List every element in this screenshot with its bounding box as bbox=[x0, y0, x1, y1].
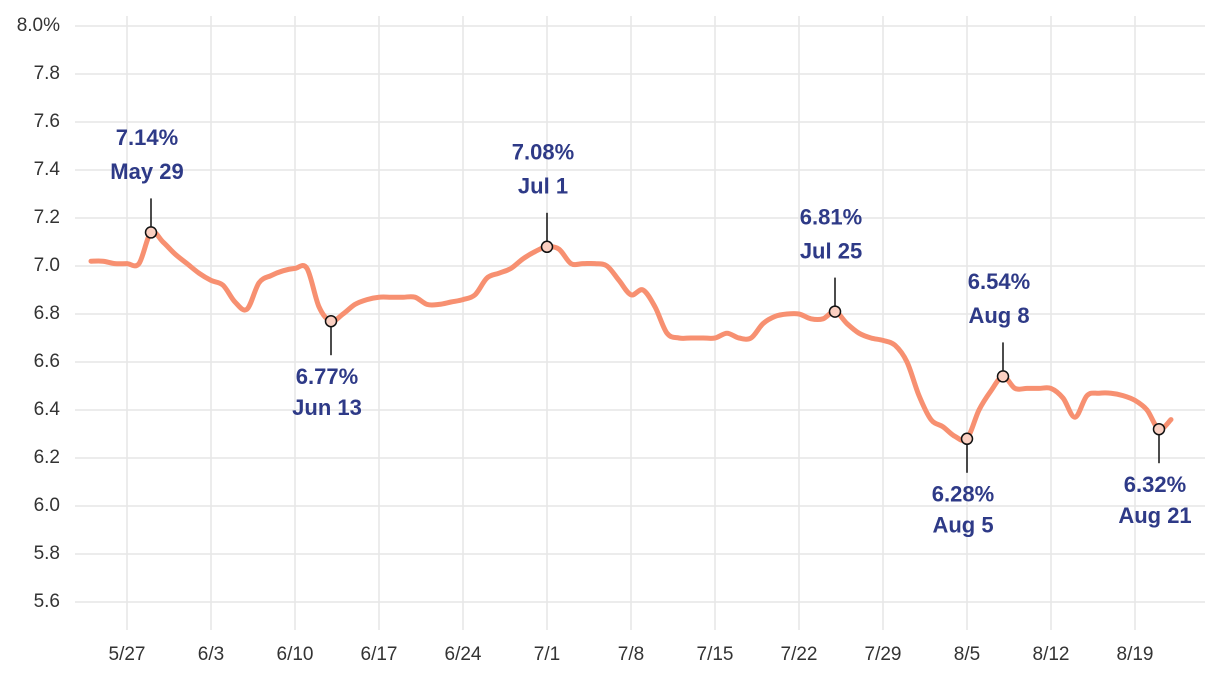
y-tick-label: 7.2 bbox=[34, 207, 60, 228]
y-tick-label: 6.0 bbox=[34, 495, 60, 516]
annotation-date: Aug 5 bbox=[932, 513, 993, 538]
point-marker bbox=[324, 314, 338, 328]
annotation-date: Jun 13 bbox=[292, 395, 362, 420]
line bbox=[88, 229, 1174, 444]
x-tick-label: 7/1 bbox=[534, 644, 560, 665]
annotation-date: Jul 25 bbox=[800, 238, 862, 263]
y-tick-label: 7.6 bbox=[34, 111, 60, 132]
x-tick-label: 6/24 bbox=[445, 644, 482, 665]
x-tick-label: 7/8 bbox=[618, 644, 644, 665]
x-tick-label: 7/15 bbox=[697, 644, 734, 665]
point-marker bbox=[540, 240, 554, 254]
annotation-value: 6.54% bbox=[968, 269, 1030, 294]
x-tick-label: 8/5 bbox=[954, 644, 980, 665]
y-tick-label: 5.6 bbox=[34, 591, 60, 612]
y-tick-label: 7.8 bbox=[34, 63, 60, 84]
y-tick-label: 6.4 bbox=[34, 399, 61, 420]
annotation-value: 7.08% bbox=[512, 140, 574, 165]
annotation-date: Aug 21 bbox=[1118, 503, 1191, 528]
point-marker bbox=[828, 305, 842, 318]
x-tick-label: 7/22 bbox=[781, 644, 818, 665]
y-tick-label: 5.8 bbox=[34, 543, 60, 564]
x-tick-label: 8/12 bbox=[1033, 644, 1070, 665]
y-tick-label: 6.8 bbox=[34, 303, 60, 324]
y-tick-label: 6.6 bbox=[34, 351, 60, 372]
annotation-date: May 29 bbox=[110, 159, 183, 184]
y-tick-label: 8.0% bbox=[17, 15, 60, 36]
y-tick-label: 7.4 bbox=[34, 159, 61, 180]
point-marker bbox=[144, 226, 158, 239]
x-tick-label: 7/29 bbox=[865, 644, 902, 665]
annotation-value: 6.28% bbox=[932, 482, 994, 507]
annotation-date: Jul 1 bbox=[518, 174, 568, 199]
x-tick-label: 8/19 bbox=[1117, 644, 1154, 665]
y-tick-label: 6.2 bbox=[34, 447, 60, 468]
annotation-value: 6.77% bbox=[296, 364, 358, 389]
y-tick-label: 7.0 bbox=[34, 255, 60, 276]
point-marker bbox=[1152, 422, 1166, 436]
annotation-value: 7.14% bbox=[116, 125, 178, 150]
x-tick-label: 6/3 bbox=[198, 644, 224, 665]
x-tick-label: 5/27 bbox=[109, 644, 146, 665]
point-marker bbox=[960, 432, 974, 446]
point-marker bbox=[996, 370, 1010, 383]
x-tick-label: 6/17 bbox=[361, 644, 398, 665]
annotation-value: 6.32% bbox=[1124, 472, 1186, 497]
annotation-value: 6.81% bbox=[800, 204, 862, 229]
annotation-date: Aug 8 bbox=[968, 303, 1029, 328]
x-tick-label: 6/10 bbox=[277, 644, 314, 665]
